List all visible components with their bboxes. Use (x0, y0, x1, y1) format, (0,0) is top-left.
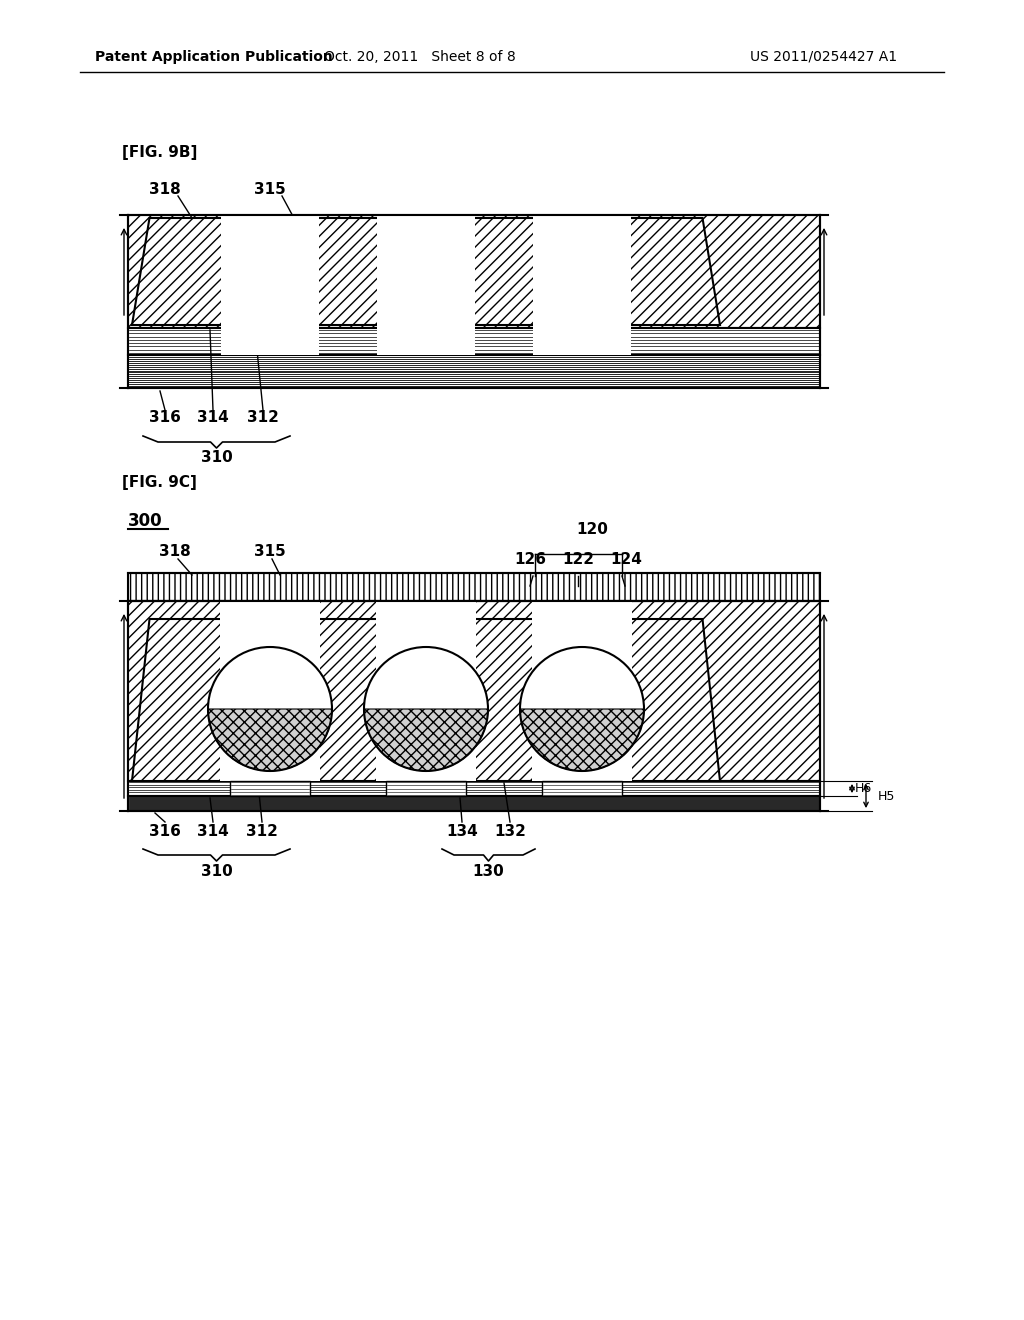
Text: 315: 315 (254, 544, 286, 558)
Bar (220, 601, 319, 781)
Bar (128, 573, 820, 601)
Wedge shape (208, 709, 332, 771)
Bar (534, 215, 631, 327)
Text: H5: H5 (878, 789, 895, 803)
Bar (128, 796, 820, 810)
Bar (221, 215, 319, 327)
Text: 316: 316 (150, 824, 181, 838)
Text: 315: 315 (254, 182, 286, 198)
Text: 134: 134 (446, 824, 478, 838)
Text: 318: 318 (159, 544, 190, 558)
Polygon shape (288, 218, 408, 325)
Bar (377, 327, 475, 355)
Bar (376, 601, 476, 781)
Text: 310: 310 (201, 450, 232, 466)
Bar (532, 601, 632, 781)
Text: [FIG. 9C]: [FIG. 9C] (122, 475, 197, 491)
Circle shape (208, 647, 332, 771)
Wedge shape (364, 709, 488, 771)
Text: 132: 132 (494, 824, 526, 838)
Text: 316: 316 (150, 411, 181, 425)
Polygon shape (132, 619, 252, 781)
Text: 124: 124 (610, 552, 642, 566)
Wedge shape (520, 709, 644, 771)
Bar (534, 327, 631, 355)
Circle shape (520, 647, 644, 771)
Polygon shape (444, 218, 564, 325)
Text: 312: 312 (246, 824, 278, 838)
Text: Patent Application Publication: Patent Application Publication (95, 50, 333, 63)
Bar (221, 327, 319, 355)
Bar (542, 781, 622, 796)
Bar (230, 781, 310, 796)
Text: 312: 312 (247, 411, 279, 425)
Bar (128, 355, 820, 388)
Bar (377, 215, 475, 327)
Text: 310: 310 (201, 863, 232, 879)
Text: 314: 314 (198, 824, 229, 838)
Bar (128, 781, 820, 796)
Polygon shape (444, 619, 564, 781)
Text: US 2011/0254427 A1: US 2011/0254427 A1 (750, 50, 897, 63)
Polygon shape (288, 619, 408, 781)
Text: [FIG. 9B]: [FIG. 9B] (122, 144, 198, 160)
Bar (128, 215, 820, 327)
Bar (128, 327, 820, 355)
Text: 130: 130 (473, 863, 505, 879)
Text: 126: 126 (514, 552, 546, 566)
Text: 318: 318 (150, 182, 181, 198)
Text: H6: H6 (855, 781, 872, 795)
Text: 122: 122 (562, 552, 594, 566)
Bar (128, 601, 820, 781)
Polygon shape (600, 218, 720, 325)
Circle shape (364, 647, 488, 771)
Bar (386, 781, 466, 796)
Text: Oct. 20, 2011   Sheet 8 of 8: Oct. 20, 2011 Sheet 8 of 8 (325, 50, 516, 63)
Text: 314: 314 (198, 411, 229, 425)
Text: 300: 300 (128, 512, 163, 531)
Polygon shape (600, 619, 720, 781)
Text: 120: 120 (577, 521, 608, 536)
Polygon shape (132, 218, 252, 325)
